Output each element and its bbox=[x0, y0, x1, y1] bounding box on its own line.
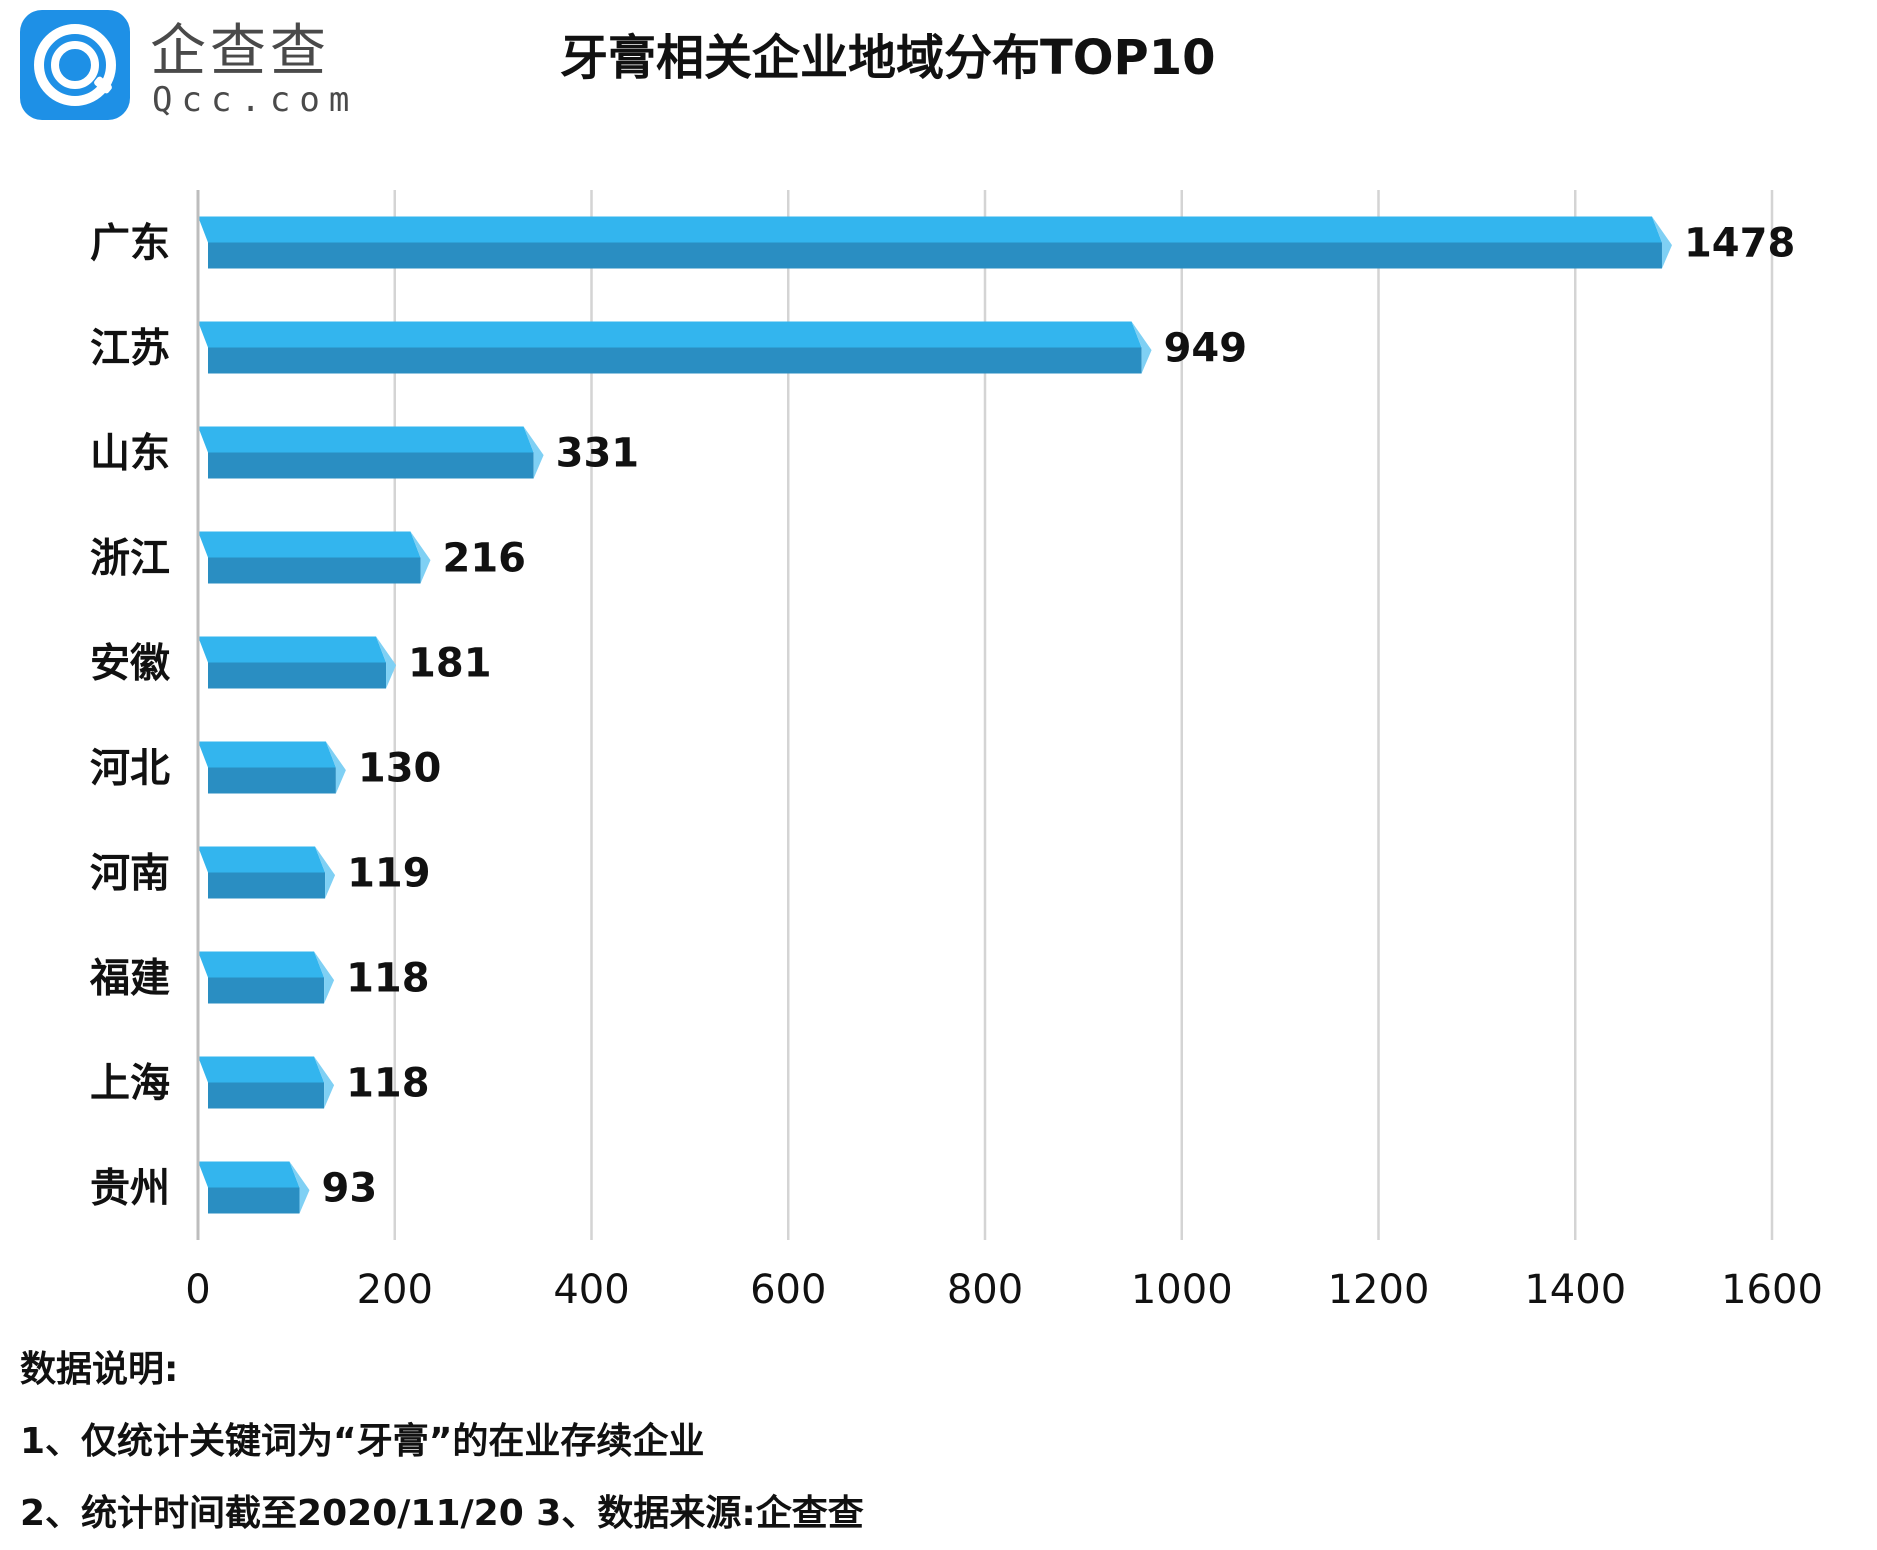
logo-text-cn: 企查查 bbox=[150, 19, 330, 84]
data-label: 118 bbox=[346, 1061, 430, 1107]
data-label: 331 bbox=[556, 431, 640, 477]
category-label: 安徽 bbox=[90, 641, 171, 687]
category-label: 河北 bbox=[90, 746, 170, 792]
bar bbox=[198, 531, 431, 584]
data-notes: 数据说明: 1、仅统计关键词为“牙膏”的在业存续企业 2、统计时间截至2020/… bbox=[20, 1334, 864, 1550]
bar bbox=[198, 741, 346, 794]
qcc-logo-icon bbox=[20, 10, 130, 120]
chart-title: 牙膏相关企业地域分布TOP10 bbox=[560, 30, 1216, 86]
notes-heading: 数据说明: bbox=[20, 1349, 179, 1390]
data-label: 119 bbox=[347, 851, 431, 897]
x-tick-label: 800 bbox=[947, 1267, 1023, 1313]
bar bbox=[198, 846, 336, 899]
logo-text-en: Qcc.com bbox=[152, 80, 359, 120]
x-tick-label: 1400 bbox=[1524, 1267, 1626, 1313]
bar bbox=[198, 321, 1152, 374]
x-tick-label: 600 bbox=[750, 1267, 826, 1313]
category-label: 福建 bbox=[89, 956, 170, 1002]
category-label: 浙江 bbox=[90, 536, 170, 582]
category-label: 广东 bbox=[90, 221, 170, 267]
bar bbox=[198, 1161, 310, 1214]
bar-chart: 0 200 400 600 800 1000 1200 1400 1600 广东 1478 江苏 949… bbox=[89, 190, 1823, 1313]
category-label: 河南 bbox=[90, 851, 170, 897]
x-tick-label: 200 bbox=[357, 1267, 433, 1313]
notes-line-1: 1、仅统计关键词为“牙膏”的在业存续企业 bbox=[20, 1421, 705, 1462]
data-label: 216 bbox=[442, 536, 526, 582]
category-label: 江苏 bbox=[90, 326, 170, 372]
data-label: 181 bbox=[408, 641, 492, 687]
logo: 企查查 Qcc.com bbox=[18, 8, 349, 128]
data-label: 949 bbox=[1164, 326, 1248, 372]
data-label: 130 bbox=[358, 746, 442, 792]
x-tick-label: 0 bbox=[185, 1267, 210, 1313]
x-tick-label: 1600 bbox=[1721, 1267, 1823, 1313]
bar bbox=[198, 636, 397, 689]
x-tick-label: 1200 bbox=[1328, 1267, 1430, 1313]
bar bbox=[198, 426, 544, 479]
data-label: 93 bbox=[321, 1166, 377, 1212]
bar bbox=[198, 951, 335, 1004]
notes-line-2: 2、统计时间截至2020/11/20 3、数据来源:企查查 bbox=[20, 1493, 864, 1534]
x-tick-label: 400 bbox=[553, 1267, 629, 1313]
x-tick-label: 1000 bbox=[1131, 1267, 1233, 1313]
bar bbox=[198, 216, 1672, 269]
category-label: 山东 bbox=[90, 431, 170, 477]
data-label: 1478 bbox=[1684, 221, 1795, 267]
bar bbox=[198, 1056, 335, 1109]
category-label: 贵州 bbox=[90, 1166, 170, 1212]
data-label: 118 bbox=[346, 956, 430, 1002]
category-label: 上海 bbox=[90, 1061, 170, 1107]
